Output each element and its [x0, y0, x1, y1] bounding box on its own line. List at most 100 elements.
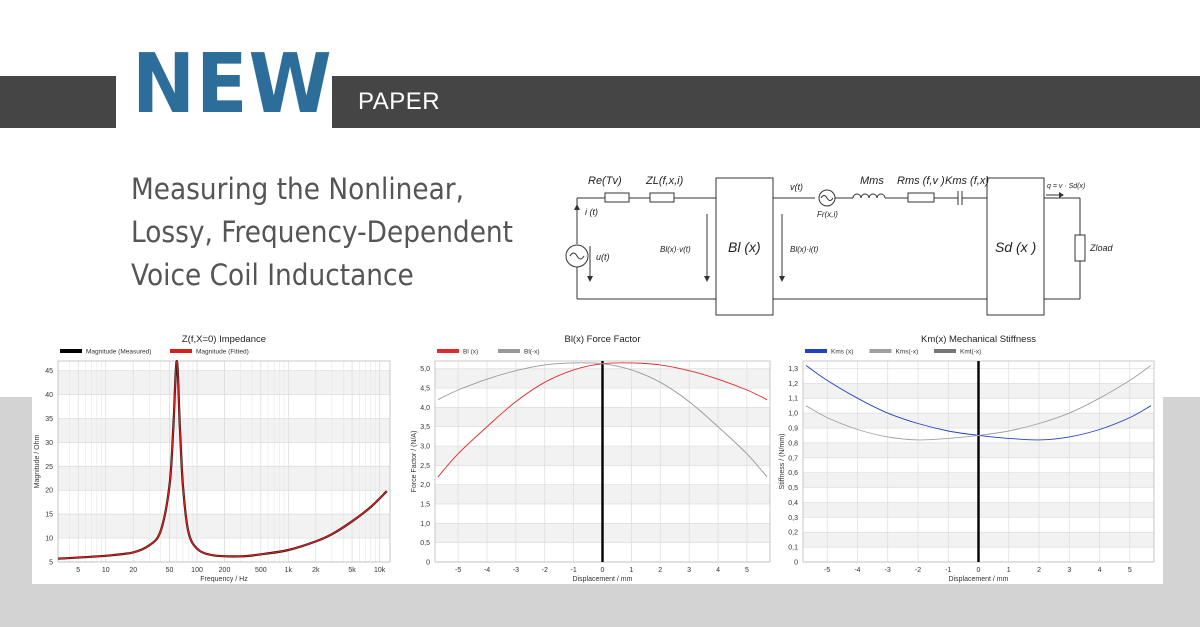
- x-tick-label: -1: [571, 567, 577, 574]
- x-tick-label: -5: [824, 567, 830, 574]
- y-axis-label: Force Factor / (N/A): [411, 431, 418, 493]
- y-tick-label: 4,0: [420, 405, 430, 412]
- header-band-gap: [116, 70, 332, 134]
- paper-title: Measuring the Nonlinear, Lossy, Frequenc…: [131, 168, 522, 297]
- x-tick-label: 5: [1128, 567, 1132, 574]
- x-tick-label: 500: [255, 567, 267, 574]
- legend-entry: Magnitude (Fitted): [196, 349, 249, 356]
- legend-entry: Kms (x): [831, 349, 853, 356]
- x-tick-label: 1k: [285, 567, 293, 574]
- legend-entry: Bl (x): [463, 349, 478, 356]
- grid-band: [58, 466, 390, 491]
- chart-title: Km(x) Mechanical Stiffness: [921, 334, 1036, 345]
- rms-resistor: [907, 192, 935, 203]
- x-tick-label: -1: [945, 567, 951, 574]
- x-tick-label: 50: [166, 567, 174, 574]
- x-tick-label: 4: [1098, 567, 1102, 574]
- x-tick-label: -2: [915, 567, 921, 574]
- x-tick-label: 3: [687, 567, 691, 574]
- chart-3: -5 -4 -3 -2 -1 0 1 2 3 4 5 0 0,1 0,2 0,3 0,4 0,5 0,6 0,7 0,…: [779, 334, 1155, 583]
- x-tick-label: 200: [219, 567, 231, 574]
- title-line: Voice Coil Inductance: [131, 258, 414, 292]
- y-tick-label: 0,4: [788, 500, 798, 507]
- re-label: Re(Tv): [588, 175, 622, 187]
- y-tick-label: 0,2: [788, 530, 798, 537]
- x-tick-label: 0: [977, 567, 981, 574]
- title-line: Lossy, Frequency-Dependent: [131, 215, 514, 249]
- x-tick-label: 4: [716, 567, 720, 574]
- y-tick-label: 15: [45, 512, 53, 519]
- x-tick-label: -3: [885, 567, 891, 574]
- y-tick-label: 0,6: [788, 470, 798, 477]
- series-line: [57, 360, 388, 560]
- zl-resistor: [649, 192, 675, 203]
- x-axis-label: Displacement / mm: [573, 576, 633, 583]
- y-tick-label: 0,1: [788, 545, 798, 552]
- y-tick-label: 0,7: [788, 455, 798, 462]
- y-tick-label: 4,5: [420, 386, 430, 393]
- rms-label: Rms (f,v ): [897, 175, 945, 187]
- circuit-diagram: Re(Tv) ZL(f,x,i) i (t) u(t) Bl(x)·v(t) B…: [565, 175, 1114, 316]
- new-label: NEW: [132, 37, 333, 132]
- y-tick-label: 2,0: [420, 482, 430, 489]
- mms-inductor-icon: [852, 193, 886, 199]
- x-axis-label: Frequency / Hz: [200, 576, 248, 583]
- grid-band: [58, 514, 390, 539]
- y-tick-label: 10: [45, 536, 53, 543]
- chart-1: 5 10 20 50 100 200 500 1k 2k 5k 10k 5 10 15 20 25 30 35 40…: [34, 334, 391, 583]
- grid-band: [58, 418, 390, 443]
- y-tick-label: 0,3: [788, 515, 798, 522]
- y-tick-label: 20: [45, 488, 53, 495]
- bl-box-label: Bl (x): [728, 239, 761, 255]
- chart-title: Bl(x) Force Factor: [564, 334, 640, 345]
- x-tick-label: 1: [1007, 567, 1011, 574]
- kms-label: Kms (f,x): [945, 175, 989, 187]
- x-tick-label: 5: [76, 567, 80, 574]
- y-tick-label: 45: [45, 368, 53, 375]
- x-tick-label: 100: [191, 567, 203, 574]
- y-tick-label: 0,9: [788, 426, 798, 433]
- x-tick-label: -4: [484, 567, 490, 574]
- y-tick-label: 0,8: [788, 440, 798, 447]
- y-tick-label: 5: [49, 560, 53, 567]
- x-axis-label: Displacement / mm: [949, 576, 1009, 583]
- zl-label: ZL(f,x,i): [645, 175, 684, 187]
- y-tick-label: 2,5: [420, 463, 430, 470]
- y-tick-label: 1,0: [420, 521, 430, 528]
- legend-swatch: [437, 349, 459, 353]
- x-tick-label: 0: [601, 567, 605, 574]
- y-tick-label: 5,0: [420, 366, 430, 373]
- y-axis-label: Magnitude / Ohm: [34, 434, 41, 488]
- y-tick-label: 1,0: [788, 411, 798, 418]
- y-tick-label: 1,1: [788, 396, 798, 403]
- legend-entry: Kms(-x): [896, 349, 919, 356]
- velocity-label: v(t): [790, 182, 803, 192]
- q-label: q = v · Sd(x): [1047, 183, 1085, 190]
- y-axis-label: Stiffness / (N/mm): [779, 434, 786, 490]
- y-tick-label: 0: [794, 560, 798, 567]
- x-tick-label: 20: [129, 567, 137, 574]
- y-tick-label: 1,3: [788, 366, 798, 373]
- y-tick-label: 3,5: [420, 424, 430, 431]
- x-tick-label: -3: [513, 567, 519, 574]
- mms-label: Mms: [860, 175, 884, 187]
- re-resistor: [604, 192, 630, 203]
- x-tick-label: 1: [629, 567, 633, 574]
- y-tick-label: 0,5: [788, 485, 798, 492]
- x-tick-label: -4: [854, 567, 860, 574]
- charts-panel: 5 10 20 50 100 200 500 1k 2k 5k 10k 5 10 15 20 25 30 35 40…: [32, 330, 1163, 584]
- x-tick-label: -5: [455, 567, 461, 574]
- x-tick-label: 2k: [312, 567, 320, 574]
- legend-swatch: [498, 349, 520, 353]
- blv-label: Bl(x)·v(t): [660, 245, 691, 254]
- y-tick-label: 1,2: [788, 381, 798, 388]
- legend-swatch: [934, 349, 956, 353]
- y-tick-label: 35: [45, 416, 53, 423]
- y-tick-label: 25: [45, 464, 53, 471]
- y-tick-label: 1,5: [420, 502, 430, 509]
- x-tick-label: 10k: [374, 567, 386, 574]
- x-tick-label: -2: [542, 567, 548, 574]
- y-tick-label: 30: [45, 440, 53, 447]
- y-tick-label: 0,5: [420, 540, 430, 547]
- legend-entry: Magnitude (Measured): [86, 349, 151, 356]
